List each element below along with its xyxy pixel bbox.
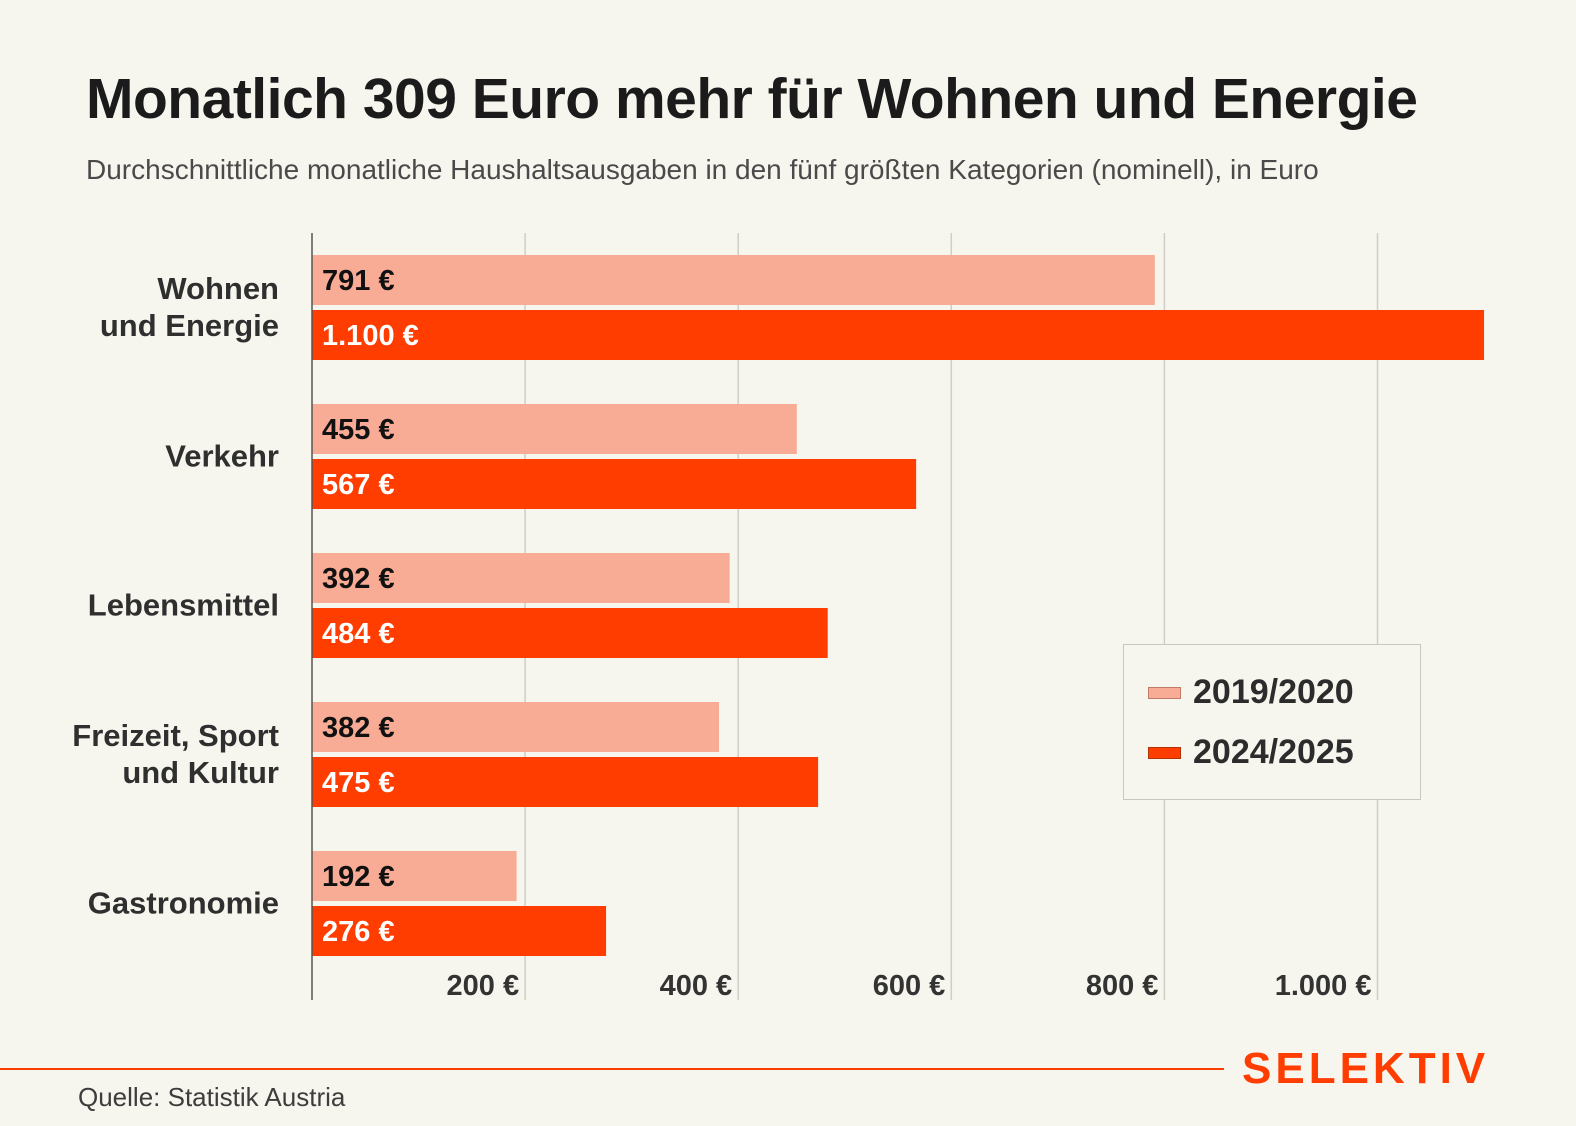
bar-2019-2020 [312,702,720,752]
x-tick-label: 200 € [447,970,520,1002]
category-label: Wohnen [157,271,279,306]
bar-2024-2025 [312,310,1485,360]
legend-swatch-2019-2020 [1148,686,1181,699]
category-label: Gastronomie [88,886,279,921]
legend-item-2019-2020: 2019/2020 [1148,673,1354,712]
bar-value-label: 192 € [322,861,395,893]
bar-value-label: 567 € [322,469,395,501]
legend: 2019/2020 2024/2025 [1123,644,1421,800]
x-tick-label: 1.000 € [1275,970,1372,1002]
bar-2019-2020 [312,553,730,603]
bar-value-label: 392 € [322,563,395,595]
x-tick-label: 600 € [873,970,946,1002]
category-label: Verkehr [165,439,279,474]
bar-value-label: 791 € [322,265,395,297]
bar-2019-2020 [312,255,1155,305]
bar-2024-2025 [312,608,828,658]
bar-value-label: 455 € [322,414,395,446]
footer-divider [0,1068,1224,1070]
bar-value-label: 276 € [322,916,395,948]
x-tick-label: 800 € [1086,970,1159,1002]
category-label: und Kultur [122,755,279,790]
x-tick-labels: 200 € 400 € 600 € 800 € 1.000 € [447,970,1372,1002]
bars: 791 € 1.100 € 455 € 567 € 392 € 484 € 382 € 475… [312,255,1485,956]
bar-value-label: 382 € [322,712,395,744]
source-note: Quelle: Statistik Austria [78,1082,346,1112]
x-tick-label: 400 € [660,970,733,1002]
bar-2019-2020 [312,851,517,901]
bar-value-label: 475 € [322,767,395,799]
legend-label: 2024/2025 [1193,733,1354,771]
bar-2019-2020 [312,404,797,454]
category-label: Freizeit, Sport [72,718,279,753]
category-label: Lebensmittel [88,588,279,623]
legend-swatch-2024-2025 [1148,746,1181,759]
bar-2024-2025 [312,757,819,807]
brand-logo: SELEKTIV [1242,1044,1490,1093]
chart-subtitle: Durchschnittliche monatliche Haushaltsau… [86,154,1319,185]
legend-item-2024-2025: 2024/2025 [1148,733,1354,772]
bar-value-label: 484 € [322,618,395,650]
chart-title: Monatlich 309 Euro mehr für Wohnen und E… [86,67,1418,131]
bar-value-label: 1.100 € [322,320,419,352]
legend-label: 2019/2020 [1193,673,1354,711]
bar-2024-2025 [312,906,607,956]
category-label: und Energie [100,308,279,343]
bar-2024-2025 [312,459,917,509]
